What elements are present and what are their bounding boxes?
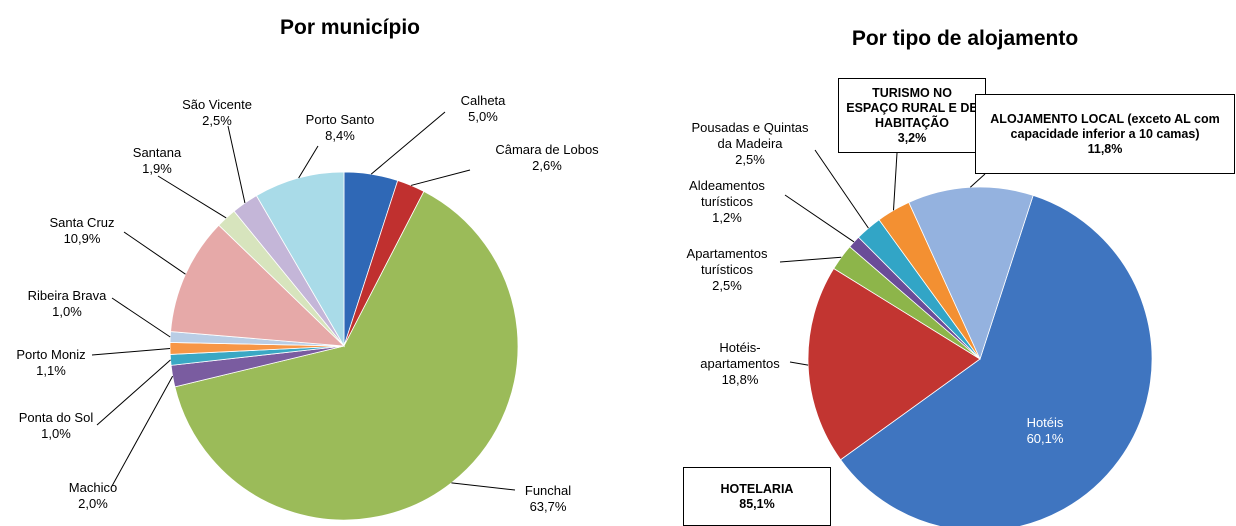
data-label: TURISMO NO ESPAÇO RURAL E DE HABITAÇÃO 3,…	[838, 78, 986, 153]
value-label: 2,0%	[78, 496, 108, 511]
leader-line	[111, 375, 174, 487]
data-label: Calheta 5,0%	[443, 93, 523, 125]
data-label: Funchal 63,7%	[508, 483, 588, 515]
leader-line	[91, 347, 171, 356]
leader-line	[893, 152, 898, 211]
data-label: Porto Santo 8,4%	[300, 112, 380, 144]
leader-line	[96, 359, 171, 426]
leader-line	[970, 173, 986, 188]
leader-line	[298, 145, 319, 179]
pie-slice	[908, 186, 1034, 361]
value-label: 5,0%	[468, 109, 498, 124]
value-label: 11,8%	[1087, 141, 1123, 156]
data-label: Ponta do Sol 1,0%	[16, 410, 96, 442]
value-label: 2,5%	[735, 152, 765, 167]
category-label: Calheta	[460, 93, 506, 108]
chart-title: Por tipo de alojamento	[851, 27, 1079, 50]
category-label: Ponta do Sol	[18, 410, 94, 425]
data-label: Câmara de Lobos 2,6%	[482, 142, 612, 174]
annotation: HOTELARIA 85,1%	[683, 467, 831, 526]
pie-slice	[170, 224, 346, 347]
category-label: Apartamentos turísticos	[686, 246, 768, 277]
data-label: ALOJAMENTO LOCAL (exceto AL com capacida…	[975, 94, 1235, 174]
value-label: 1,1%	[36, 363, 66, 378]
data-label: Santa Cruz 10,9%	[42, 215, 122, 247]
leader-line	[227, 125, 246, 204]
category-label: Machico	[68, 480, 118, 495]
leader-line	[370, 111, 446, 175]
value-label: 18,8%	[721, 372, 759, 387]
value-label: 10,9%	[63, 231, 101, 246]
data-label: Machico 2,0%	[50, 480, 136, 512]
category-label: Hotéis	[1026, 415, 1064, 430]
leader-line	[789, 361, 809, 366]
data-label: Porto Moniz 1,1%	[6, 347, 96, 379]
leader-line	[784, 194, 855, 243]
pie-slice	[255, 171, 345, 348]
leader-line	[111, 297, 171, 338]
data-label: Pousadas e Quintas da Madeira 2,5%	[690, 120, 810, 168]
value-label: 2,5%	[712, 278, 742, 293]
pie-slice	[840, 194, 1153, 526]
leader-line	[410, 169, 471, 186]
data-label: Santana 1,9%	[117, 145, 197, 177]
annotation-value: 85,1%	[739, 496, 775, 511]
category-label: Porto Santo	[305, 112, 375, 127]
leader-line	[779, 256, 842, 263]
chart-title: Por município	[279, 16, 420, 39]
category-label: Funchal	[524, 483, 572, 498]
data-label: Hotéis 60,1%	[1005, 415, 1085, 447]
value-label: 2,5%	[202, 113, 232, 128]
category-label: TURISMO NO ESPAÇO RURAL E DE HABITAÇÃO	[846, 85, 978, 130]
category-label: Santana	[132, 145, 182, 160]
data-label: Aldeamentos turísticos 1,2%	[672, 178, 782, 226]
category-label: Pousadas e Quintas da Madeira	[691, 120, 809, 151]
category-label: Santa Cruz	[49, 215, 115, 230]
category-label: Hotéis-apartamentos	[700, 340, 780, 371]
value-label: 3,2%	[897, 130, 927, 145]
leader-line	[814, 149, 869, 229]
category-label: ALOJAMENTO LOCAL (exceto AL com capacida…	[990, 111, 1220, 141]
value-label: 63,7%	[529, 499, 567, 514]
category-label: Câmara de Lobos	[495, 142, 599, 157]
category-label: Porto Moniz	[16, 347, 86, 362]
value-label: 60,1%	[1026, 431, 1064, 446]
data-label: São Vicente 2,5%	[172, 97, 262, 129]
category-label: Aldeamentos turísticos	[689, 178, 765, 209]
leader-line	[157, 175, 227, 219]
leader-line	[451, 482, 516, 491]
value-label: 2,6%	[532, 158, 562, 173]
value-label: 1,0%	[52, 304, 82, 319]
data-label: Ribeira Brava 1,0%	[20, 288, 114, 320]
value-label: 1,0%	[41, 426, 71, 441]
value-label: 1,9%	[142, 161, 172, 176]
data-label: Hotéis-apartamentos 18,8%	[690, 340, 790, 388]
category-label: São Vicente	[182, 97, 252, 112]
category-label: Ribeira Brava	[27, 288, 107, 303]
leader-line	[123, 231, 186, 275]
value-label: 1,2%	[712, 210, 742, 225]
value-label: 8,4%	[325, 128, 355, 143]
annotation-text: HOTELARIA	[720, 481, 794, 496]
data-label: Apartamentos turísticos 2,5%	[672, 246, 782, 294]
pie-slice	[807, 267, 981, 461]
